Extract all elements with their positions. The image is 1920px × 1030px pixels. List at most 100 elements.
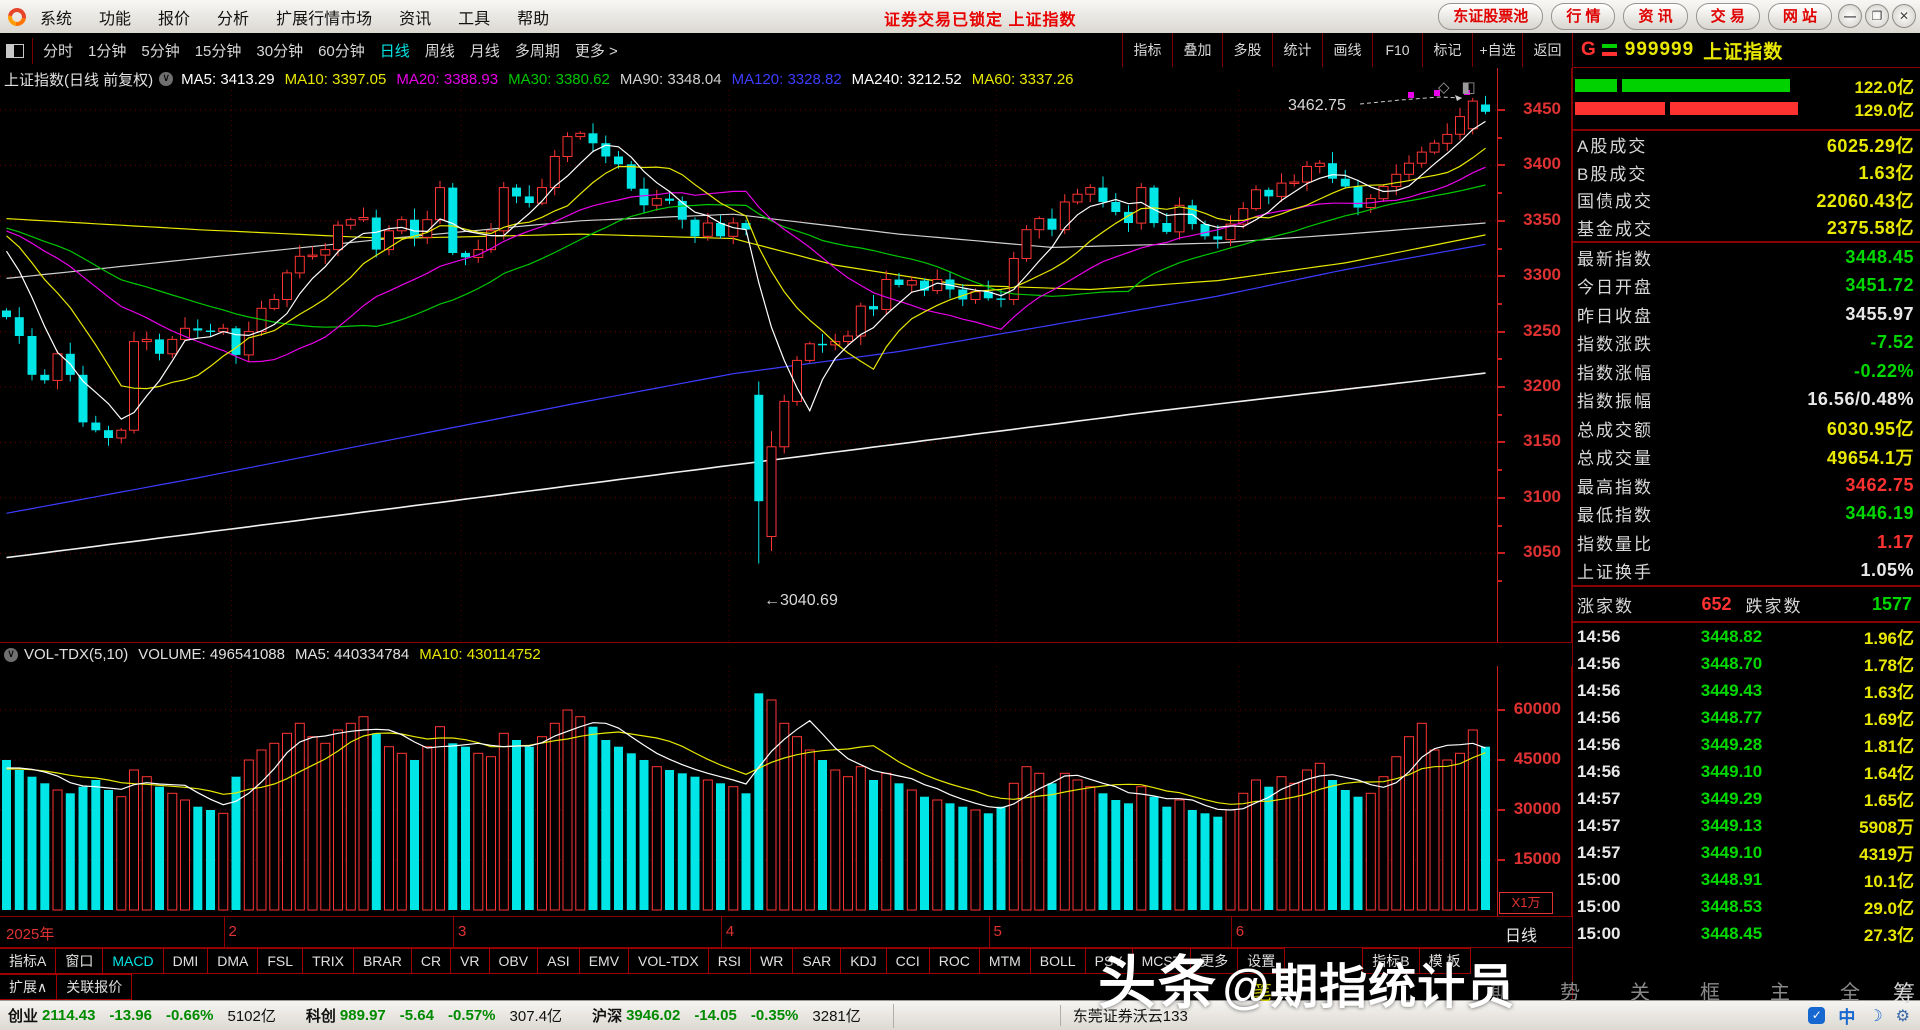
tick-row-7: 14:57 3449.13 5908万 [1573,812,1920,839]
g-flag: G [1581,39,1596,60]
detail-label: 指数振幅 [1577,392,1653,412]
tool-button-8[interactable]: 返回 [1522,33,1572,67]
x-label-month-6: 6 [1235,923,1245,940]
period-tab-0[interactable]: 分时 [43,43,74,60]
period-tab-8[interactable]: 月线 [469,43,500,60]
close-button[interactable]: ✕ [1892,4,1916,28]
extension-tab-1[interactable]: 关联报价 [56,974,133,1000]
tool-button-0[interactable]: 指标 [1122,33,1172,67]
extension-tab-0[interactable]: 扩展∧ [0,974,58,1000]
ma-value-1: MA10: 3397.05 [284,70,387,88]
tool-button-4[interactable]: 画线 [1322,33,1372,67]
top-button-1[interactable]: 行 情 [1551,3,1616,30]
tool-button-3[interactable]: 统计 [1272,33,1322,67]
indicator-tab-BOLL[interactable]: BOLL [1029,948,1086,974]
volume-chart[interactable] [0,666,1497,916]
menu-item-6[interactable]: 工具 [458,10,491,28]
period-tab-10[interactable]: 更多 > [574,43,618,60]
lang-zh-icon[interactable]: 中 [1838,1008,1856,1027]
indicator-tab-指标A[interactable]: 指标A [0,948,57,974]
restore-button[interactable]: ❐ [1865,4,1889,28]
tick-price: 3448.70 [1700,653,1763,673]
indicator-tab-KDJ[interactable]: KDJ [840,948,887,974]
period-tabs: 分时 1分钟 5分钟 15分钟 30分钟 60分钟 日线 周线 月线 多周期 更多 > [43,40,633,61]
indicator-tab-ROC[interactable]: ROC [928,948,980,974]
period-tab-5[interactable]: 60分钟 [318,43,365,60]
indicator-tab-DMI[interactable]: DMI [162,948,209,974]
indicator-tab-VR[interactable]: VR [450,948,490,974]
indicator-tab-WR[interactable]: WR [750,948,794,974]
menu-item-3[interactable]: 分析 [217,10,250,28]
tool-button-7[interactable]: +自选 [1472,33,1522,67]
indicator-tab-MTM[interactable]: MTM [978,948,1031,974]
indicator-tab-ASI[interactable]: ASI [537,948,580,974]
diamond-icon[interactable]: ◇ [1438,79,1462,96]
period-label: 日线 [1505,928,1538,945]
detail-value: 49654.1万 [1826,447,1914,468]
tool-button-2[interactable]: 多股 [1222,33,1272,67]
menu-item-7[interactable]: 帮助 [517,10,550,28]
x-label-month-5: 5 [993,923,1002,940]
tool-button-5[interactable]: F10 [1372,33,1422,67]
period-tab-1[interactable]: 1分钟 [88,43,127,60]
indicator-tab-OBV[interactable]: OBV [488,948,539,974]
tick-list[interactable]: 14:56 3448.82 1.96亿 14:56 3448.70 1.78亿 14:56 3… [1573,623,1920,947]
indicator-tab-VOL-TDX[interactable]: VOL-TDX [628,948,709,974]
collapse-icon[interactable]: ∨ [159,72,174,86]
minimize-button[interactable]: — [1838,4,1862,28]
layout-split-icon[interactable] [6,43,24,58]
pane-corner-icons[interactable]: ◇◧ [1438,78,1488,96]
period-tab-6[interactable]: 日线 [379,43,410,60]
menu-item-5[interactable]: 资讯 [399,10,432,28]
indicator-tab-MACD[interactable]: MACD [102,948,164,974]
top-button-3[interactable]: 交 易 [1695,3,1760,30]
top-button-0[interactable]: 东证股票池 [1438,3,1544,30]
indicator-tab-模 板[interactable]: 模 板 [1418,948,1471,974]
indicator-tab-DMA[interactable]: DMA [207,948,259,974]
split-view-icon[interactable]: ◧ [1461,79,1488,96]
price-tick [1498,109,1505,111]
collapse-icon[interactable]: ∨ [4,647,18,662]
tick-time: 14:57 [1577,788,1621,808]
top-button-4[interactable]: 网 站 [1767,3,1832,30]
tool-button-6[interactable]: 标记 [1422,33,1472,67]
index-detail-row-4: 指数涨幅 -0.22% [1573,357,1920,386]
menu-item-4[interactable]: 扩展行情市场 [276,10,373,28]
period-tab-9[interactable]: 多周期 [514,43,560,60]
period-tab-3[interactable]: 15分钟 [194,43,242,60]
top-buttons: 东证股票池行 情资 讯交 易网 站 [1438,3,1832,30]
tick-time: 14:56 [1577,707,1621,727]
menu-item-0[interactable]: 系统 [40,10,73,28]
price-tick-minor [1498,136,1502,139]
period-tab-7[interactable]: 周线 [424,43,455,60]
period-tab-2[interactable]: 5分钟 [141,43,180,60]
menu-item-1[interactable]: 功能 [99,10,132,28]
indicator-tab-CR[interactable]: CR [410,948,452,974]
status-index-1: 科创 989.97 -5.64 -0.57% 307.4亿 [306,1005,584,1026]
indicator-tab-FSL[interactable]: FSL [257,948,304,974]
tick-price: 3448.82 [1700,626,1763,646]
indicator-tab-SAR[interactable]: SAR [792,948,842,974]
menu-item-2[interactable]: 报价 [158,10,191,28]
gear-icon[interactable]: ⚙ [1895,1007,1910,1025]
indicator-tab-窗口[interactable]: 窗口 [55,948,104,974]
outflow-bar [1575,101,1665,115]
indicator-tab-CCI[interactable]: CCI [885,948,930,974]
top-button-2[interactable]: 资 讯 [1623,3,1688,30]
indicator-tab-设置[interactable]: 设置 [1237,948,1286,974]
indicator-tab-RSI[interactable]: RSI [707,948,752,974]
indicator-tab-TRIX[interactable]: TRIX [302,948,354,974]
indicator-tab-EMV[interactable]: EMV [578,948,630,974]
vol-tick [1498,759,1505,761]
tick-row-8: 14:57 3449.10 4319万 [1573,839,1920,866]
moon-icon[interactable]: ☽ [1868,1007,1883,1025]
tick-row-5: 14:56 3449.10 1.64亿 [1573,758,1920,785]
tool-button-1[interactable]: 叠加 [1172,33,1222,67]
indicator-tab-BRAR[interactable]: BRAR [352,948,412,974]
tick-row-6: 14:57 3449.29 1.65亿 [1573,785,1920,812]
detail-label: 指数涨幅 [1577,363,1653,383]
keyboard-icon[interactable]: ✓ [1808,1007,1826,1024]
tick-volume: 29.0亿 [1863,899,1914,918]
period-tab-4[interactable]: 30分钟 [256,43,304,60]
candlestick-chart[interactable]: 3462.75 ←3040.69 [0,90,1497,642]
